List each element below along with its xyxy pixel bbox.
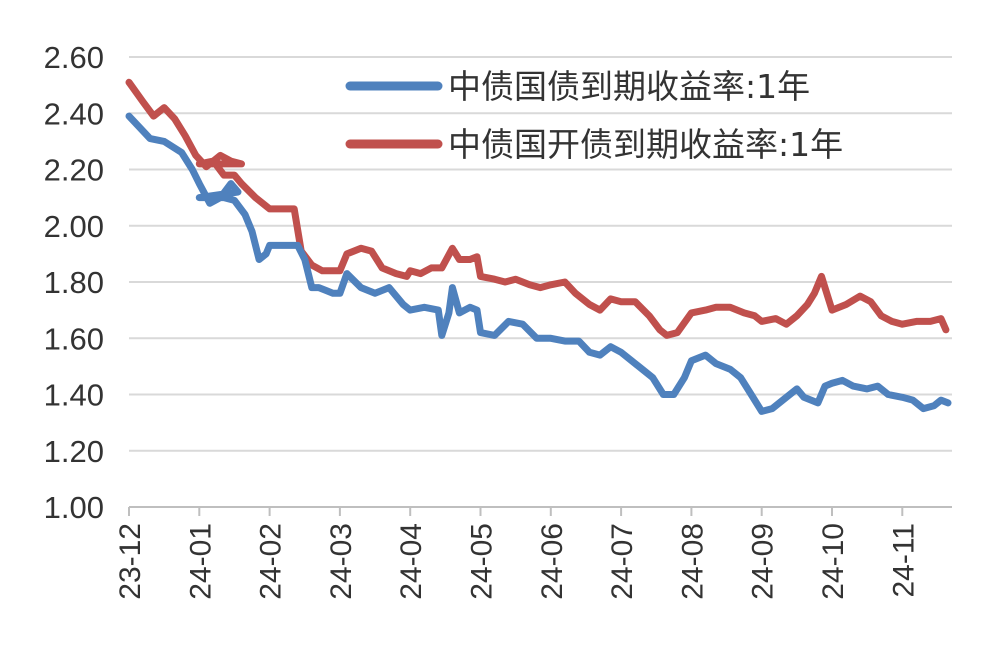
- x-tick-label: 23-12: [114, 523, 147, 600]
- y-tick-label: 1.00: [44, 490, 104, 525]
- x-tick-label: 24-01: [184, 523, 217, 600]
- y-tick-label: 2.40: [44, 96, 104, 131]
- x-tick-label: 24-07: [606, 523, 639, 600]
- x-axis-tick-labels: 23-12 24-01 24-02 24-03 24-04 24-05 24-06 24-07…: [114, 523, 920, 600]
- legend-label: 中债国开债到期收益率:1年: [448, 125, 843, 164]
- y-tick-label: 1.60: [44, 321, 104, 356]
- x-tick-label: 24-04: [395, 523, 428, 600]
- y-tick-label: 1.40: [44, 378, 104, 413]
- y-tick-label: 1.20: [44, 434, 104, 469]
- y-tick-label: 2.20: [44, 153, 104, 188]
- legend-label: 中债国债到期收益率:1年: [448, 67, 810, 106]
- x-tick-label: 24-06: [536, 523, 569, 600]
- x-tick-label: 24-03: [325, 523, 358, 600]
- x-tick-label: 24-05: [466, 523, 499, 600]
- y-tick-label: 2.60: [44, 40, 104, 75]
- series-line-2: [125, 78, 950, 339]
- y-tick-label: 2.00: [44, 209, 104, 244]
- x-axis: [128, 506, 952, 516]
- x-tick-label: 24-02: [255, 523, 288, 600]
- x-tick-label: 24-08: [676, 523, 709, 600]
- series-line-1: [125, 112, 952, 415]
- x-tick-label: 24-10: [817, 523, 850, 600]
- y-axis-tick-labels: 1.00 1.20 1.40 1.60 1.80 2.00 2.20 2.40 2.60: [44, 40, 104, 525]
- x-tick-label: 24-11: [887, 523, 920, 598]
- y-tick-label: 1.80: [44, 265, 104, 300]
- x-tick-label: 24-09: [747, 523, 780, 600]
- series-lines: [125, 78, 952, 415]
- gridlines: [129, 56, 952, 452]
